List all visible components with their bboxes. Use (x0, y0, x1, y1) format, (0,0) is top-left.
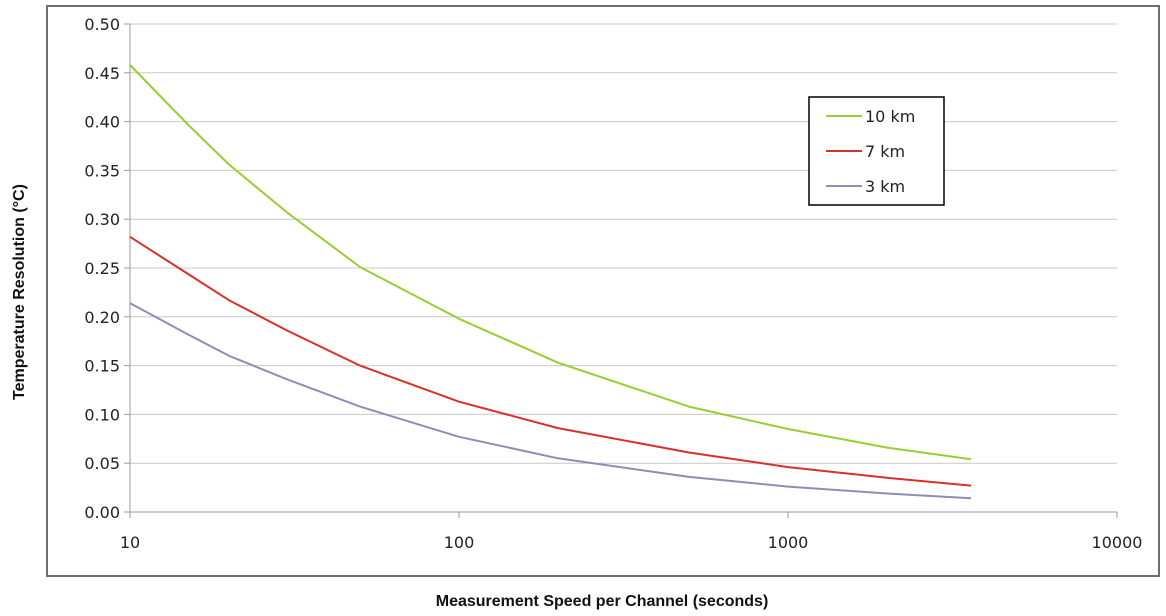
y-tick-label: 0.10 (84, 405, 120, 424)
y-tick-label: 0.40 (84, 113, 120, 132)
x-tick-label: 1000 (768, 533, 809, 552)
legend-label: 10 km (865, 107, 915, 126)
y-tick-label: 0.50 (84, 15, 120, 34)
series-line-7-km (129, 235, 972, 487)
y-axis-ticks: 0.00 0.05 0.10 0.15 0.20 0.25 0.30 0.35 0.40 0.45… (84, 15, 130, 522)
legend: 10 km 7 km 3 km (808, 96, 945, 206)
y-tick-label: 0.20 (84, 308, 120, 327)
x-tick-label: 100 (444, 533, 475, 552)
y-axis-title: Temperature Resolution (°C) (11, 184, 28, 400)
series-line-10-km (129, 64, 972, 461)
y-tick-label: 0.00 (84, 503, 120, 522)
y-tick-label: 0.05 (84, 454, 120, 473)
series-layer (129, 64, 972, 500)
x-axis-ticks: 10 100 1000 10000 (120, 512, 1143, 552)
x-tick-label: 10 (120, 533, 140, 552)
legend-label: 3 km (865, 177, 905, 196)
y-tick-label: 0.25 (84, 259, 120, 278)
y-tick-label: 0.45 (84, 64, 120, 83)
y-tick-label: 0.15 (84, 357, 120, 376)
y-tick-label: 0.35 (84, 161, 120, 180)
x-tick-label: 10000 (1092, 533, 1143, 552)
legend-label: 7 km (865, 142, 905, 161)
y-tick-label: 0.30 (84, 210, 120, 229)
chart-frame (46, 5, 1160, 577)
series-line-3-km (129, 302, 972, 500)
x-axis-title: Measurement Speed per Channel (seconds) (436, 593, 769, 610)
